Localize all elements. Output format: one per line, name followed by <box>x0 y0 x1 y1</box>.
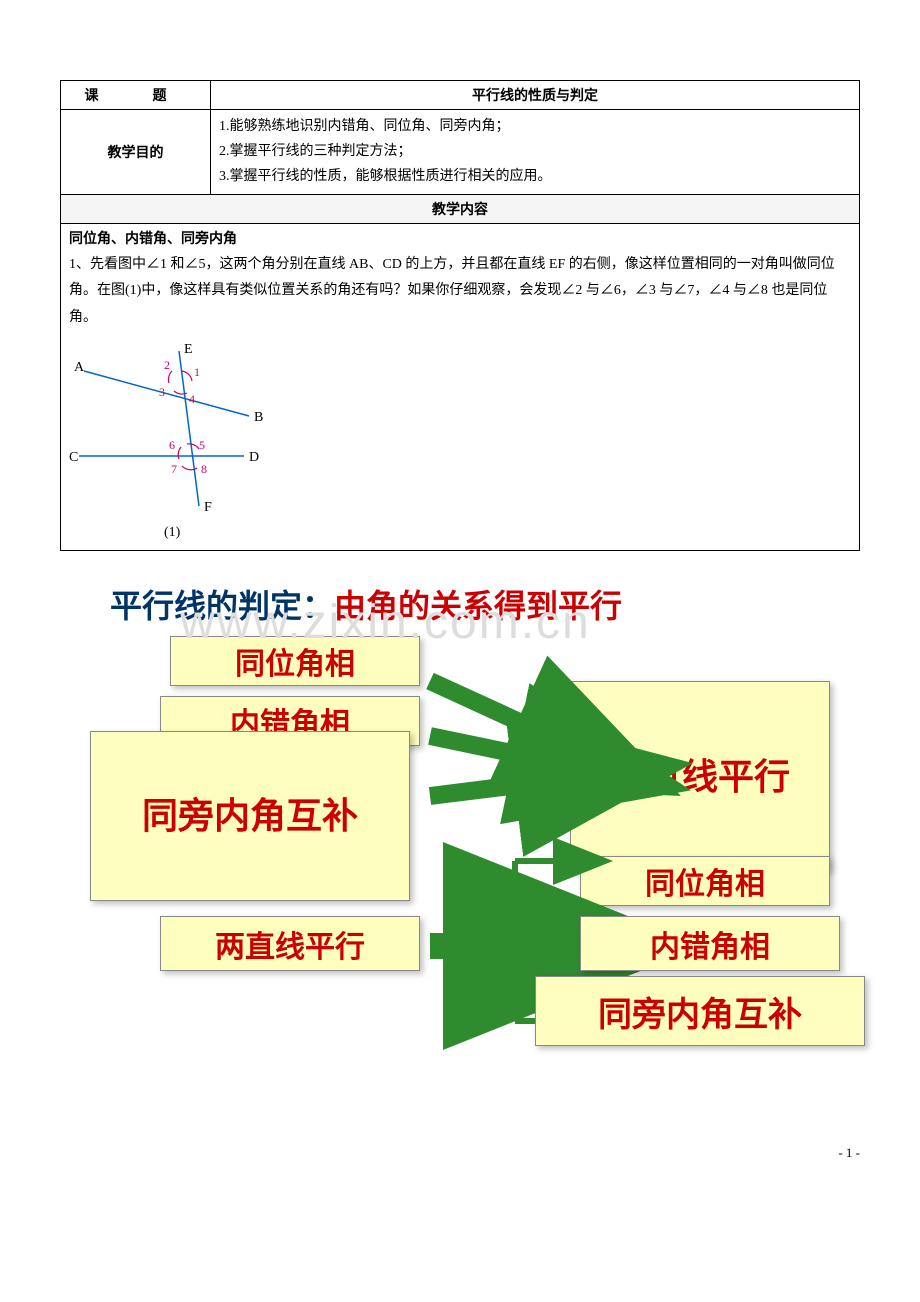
content-header-row: 教学内容 <box>61 194 860 223</box>
label-B: B <box>254 410 263 425</box>
label-C: C <box>69 450 78 465</box>
box-neicuo-2: 内错角相 <box>580 916 840 971</box>
box-tongpang-2: 同旁内角互补 <box>535 976 865 1046</box>
goal-1: 1.能够熟练地识别内错角、同位角、同旁内角； <box>219 114 851 139</box>
goals-row: 教学目的 1.能够熟练地识别内错角、同位角、同旁内角； 2.掌握平行线的三种判定… <box>61 110 860 195</box>
lesson-table: 课 题 平行线的性质与判定 教学目的 1.能够熟练地识别内错角、同位角、同旁内角… <box>60 80 860 551</box>
goal-2: 2.掌握平行线的三种判定方法； <box>219 139 851 164</box>
geometry-diagram: A B C D E F 1 2 3 4 <box>69 341 851 546</box>
content-header: 教学内容 <box>61 194 860 223</box>
angle-8: 8 <box>201 462 207 476</box>
label-F: F <box>204 500 212 515</box>
topic-label: 课 题 <box>61 81 211 110</box>
angle-3: 3 <box>159 385 165 399</box>
topic-value: 平行线的性质与判定 <box>211 81 860 110</box>
label-A: A <box>74 360 85 375</box>
content-subtitle: 同位角、内错角、同旁内角 <box>69 228 851 248</box>
flowchart: 平行线的判定：由角的关系得到平行 同位角相 内错角相 同旁内角互补 两直线平行 … <box>60 581 860 1141</box>
goals-label: 教学目的 <box>61 110 211 195</box>
angle-1: 1 <box>194 365 200 379</box>
diagram-caption: (1) <box>164 525 181 540</box>
angle-7: 7 <box>171 462 177 476</box>
page-number: - 1 - <box>838 1145 860 1161</box>
angle-4: 4 <box>189 392 195 406</box>
goal-3: 3.掌握平行线的性质，能够根据性质进行相关的应用。 <box>219 164 851 189</box>
box-tongpang-1: 同旁内角互补 <box>90 731 410 901</box>
content-body-text: 1、先看图中∠1 和∠5，这两个角分别在直线 AB、CD 的上方，并且都在直线 … <box>69 252 851 332</box>
angle-2: 2 <box>164 358 170 372</box>
angle-6: 6 <box>169 438 175 452</box>
label-D: D <box>249 450 259 465</box>
box-liangzhixian-left: 两直线平行 <box>160 916 420 971</box>
label-E: E <box>184 342 193 357</box>
angle-5: 5 <box>199 438 205 452</box>
geometry-svg: A B C D E F 1 2 3 4 <box>69 341 279 541</box>
content-body-row: 同位角、内错角、同旁内角 1、先看图中∠1 和∠5，这两个角分别在直线 AB、C… <box>61 223 860 551</box>
topic-row: 课 题 平行线的性质与判定 <box>61 81 860 110</box>
content-body-cell: 同位角、内错角、同旁内角 1、先看图中∠1 和∠5，这两个角分别在直线 AB、C… <box>61 223 860 551</box>
goals-cell: 1.能够熟练地识别内错角、同位角、同旁内角； 2.掌握平行线的三种判定方法； 3… <box>211 110 860 195</box>
